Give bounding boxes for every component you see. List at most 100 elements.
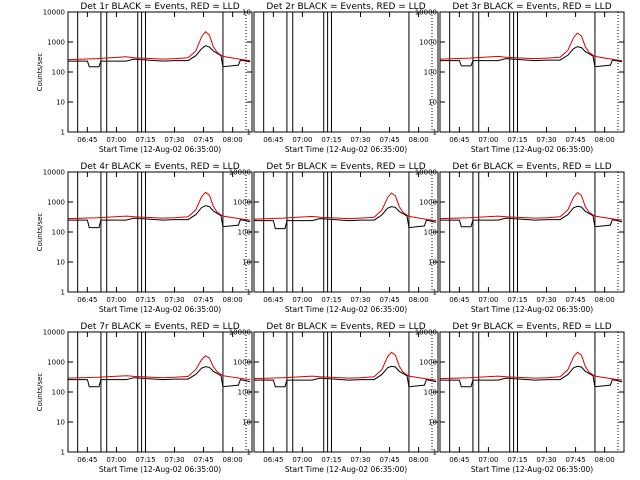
panel-title: Det 8r BLACK = Events, RED = LLD: [266, 322, 425, 332]
y-tick-label: 10: [242, 419, 251, 427]
detector-panel-7: Det 7r BLACK = Events, RED = LLD 06:45 07:…: [36, 322, 253, 474]
x-tick-label: 07:45: [565, 136, 585, 144]
series-line-lld: [439, 32, 623, 62]
series-line-lld: [439, 351, 623, 381]
x-tick-label: 07:15: [321, 456, 341, 464]
x-tick-label: 08:00: [223, 296, 243, 304]
y-tick-label: 1000: [233, 359, 251, 367]
x-tick-label: 07:30: [350, 456, 370, 464]
x-tick-label: 07:45: [193, 296, 213, 304]
y-tick-label: 1: [61, 449, 65, 457]
y-tick-label: 10: [56, 419, 65, 427]
y-tick-label: 1: [433, 289, 437, 297]
detector-panel-2: Det 2r BLACK = Events, RED = LLD 06:45 07:…: [242, 2, 439, 154]
y-tick-label: 1: [247, 289, 251, 297]
x-tick-label: 06:45: [449, 296, 469, 304]
series-line-events: [68, 366, 251, 388]
y-tick-label: 1: [247, 129, 251, 137]
x-tick-label: 07:45: [379, 296, 399, 304]
y-tick-label: 100: [238, 389, 251, 397]
y-tick-label: 10000: [229, 169, 251, 177]
panel-title: Det 1r BLACK = Events, RED = LLD: [80, 2, 239, 12]
x-tick-label: 07:00: [106, 296, 126, 304]
y-tick-label: 1000: [233, 199, 251, 207]
x-axis-label: Start Time (12-Aug-02 06:35:00): [99, 305, 221, 314]
x-axis-label: Start Time (12-Aug-02 06:35:00): [99, 145, 221, 154]
x-tick-label: 07:30: [536, 456, 556, 464]
y-tick-label: 10: [56, 99, 65, 107]
x-tick-label: 06:45: [77, 136, 97, 144]
detector-panel-3: Det 3r BLACK = Events, RED = LLD 06:45 07:…: [415, 2, 625, 154]
y-tick-label: 1: [433, 449, 437, 457]
series-line-lld: [67, 355, 251, 381]
y-tick-label: 10000: [43, 9, 65, 17]
panel-title: Det 5r BLACK = Events, RED = LLD: [266, 162, 425, 172]
y-tick-label: 100: [52, 229, 65, 237]
x-tick-label: 07:00: [106, 136, 126, 144]
panel-title: Det 3r BLACK = Events, RED = LLD: [452, 2, 611, 12]
series-line-lld: [253, 192, 437, 222]
x-tick-label: 07:30: [350, 296, 370, 304]
x-tick-label: 07:00: [292, 296, 312, 304]
x-axis-label: Start Time (12-Aug-02 06:35:00): [285, 465, 407, 474]
y-tick-label: 10000: [43, 329, 65, 337]
y-tick-label: 1000: [419, 199, 437, 207]
y-tick-label: 1: [61, 289, 65, 297]
x-tick-label: 08:00: [595, 136, 615, 144]
y-tick-label: 10: [242, 9, 251, 17]
x-tick-label: 08:00: [409, 456, 429, 464]
series-line-events: [440, 205, 623, 228]
panel-title: Det 9r BLACK = Events, RED = LLD: [452, 322, 611, 332]
y-axis-label: Counts/sec: [36, 53, 44, 92]
detector-panel-4: Det 4r BLACK = Events, RED = LLD 06:45 07:…: [36, 162, 253, 314]
series-line-events: [254, 206, 437, 230]
panel-title: Det 2r BLACK = Events, RED = LLD: [266, 2, 425, 12]
plot-frame: [253, 11, 439, 133]
x-tick-label: 07:15: [321, 136, 341, 144]
x-tick-label: 07:15: [135, 456, 155, 464]
y-tick-label: 100: [424, 69, 437, 77]
y-tick-label: 1: [61, 129, 65, 137]
series-line-events: [440, 365, 623, 388]
x-tick-label: 06:45: [449, 136, 469, 144]
y-tick-label: 10: [56, 259, 65, 267]
x-tick-label: 07:30: [164, 456, 184, 464]
x-tick-label: 07:00: [106, 456, 126, 464]
x-axis-label: Start Time (12-Aug-02 06:35:00): [285, 305, 407, 314]
x-tick-label: 07:45: [379, 456, 399, 464]
series-line-events: [440, 46, 623, 68]
y-axis-label: Counts/sec: [36, 373, 44, 412]
y-tick-label: 10000: [415, 9, 437, 17]
y-tick-label: 100: [424, 229, 437, 237]
y-tick-label: 10: [242, 259, 251, 267]
y-tick-label: 10: [428, 419, 437, 427]
x-tick-label: 07:15: [507, 456, 527, 464]
x-tick-label: 08:00: [409, 136, 429, 144]
detector-panel-8: Det 8r BLACK = Events, RED = LLD 06:45 07:…: [229, 322, 439, 474]
detector-panel-1: Det 1r BLACK = Events, RED = LLD 06:45 07:…: [36, 2, 253, 154]
x-tick-label: 07:00: [478, 296, 498, 304]
y-tick-label: 1000: [419, 359, 437, 367]
series-line-events: [68, 205, 251, 229]
x-axis-label: Start Time (12-Aug-02 06:35:00): [471, 305, 593, 314]
x-tick-label: 07:30: [164, 296, 184, 304]
x-tick-label: 07:45: [193, 456, 213, 464]
panel-title: Det 7r BLACK = Events, RED = LLD: [80, 322, 239, 332]
series-line-lld: [67, 191, 251, 221]
plot-frame: [439, 171, 625, 293]
y-tick-label: 10000: [229, 329, 251, 337]
x-tick-label: 07:15: [135, 136, 155, 144]
plot-frame: [67, 11, 253, 133]
x-tick-label: 07:30: [164, 136, 184, 144]
x-tick-label: 07:00: [478, 456, 498, 464]
x-tick-label: 07:30: [536, 296, 556, 304]
x-tick-label: 08:00: [223, 456, 243, 464]
x-tick-label: 07:45: [193, 136, 213, 144]
y-tick-label: 100: [52, 69, 65, 77]
x-tick-label: 08:00: [595, 296, 615, 304]
y-tick-label: 1: [247, 449, 251, 457]
x-tick-label: 07:45: [379, 136, 399, 144]
plot-frame: [439, 331, 625, 453]
x-tick-label: 07:45: [565, 456, 585, 464]
